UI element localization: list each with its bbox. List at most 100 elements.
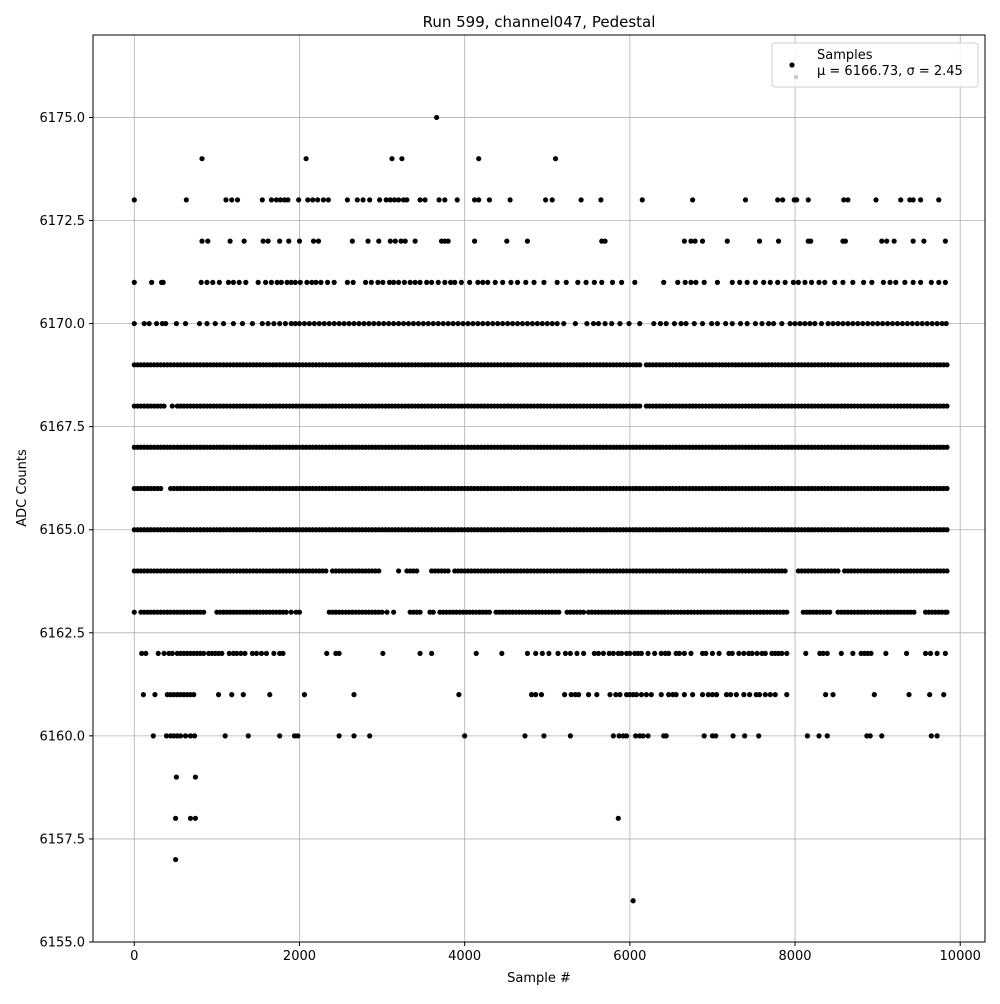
data-point <box>804 733 811 739</box>
data-point <box>183 197 189 203</box>
data-point <box>391 609 397 615</box>
x-tick-label: 0 <box>130 949 138 964</box>
y-tick-label: 6167.5 <box>40 420 86 435</box>
data-point <box>766 320 772 327</box>
data-point <box>321 320 327 327</box>
data-point <box>201 650 207 657</box>
data-point <box>562 650 569 657</box>
data-point <box>242 650 248 657</box>
data-point <box>273 197 279 203</box>
data-point <box>309 279 315 285</box>
data-point <box>417 279 423 285</box>
y-tick-label: 6170.0 <box>40 317 86 332</box>
data-point <box>797 320 803 327</box>
data-point <box>607 692 613 698</box>
data-point <box>906 692 912 698</box>
data-point <box>263 650 270 657</box>
data-point <box>395 320 402 327</box>
data-point <box>572 320 578 327</box>
x-tick-label: 6000 <box>613 949 646 964</box>
data-point <box>812 320 818 327</box>
data-point <box>425 320 431 327</box>
data-point <box>230 279 237 285</box>
data-point <box>376 238 382 244</box>
data-point <box>351 692 357 698</box>
data-point <box>942 279 948 285</box>
data-point <box>507 197 513 203</box>
data-point <box>676 650 683 657</box>
data-point <box>141 320 147 327</box>
data-point <box>351 320 357 327</box>
data-point <box>258 650 265 657</box>
data-point <box>744 279 750 285</box>
data-point <box>220 320 227 327</box>
data-point <box>639 197 645 203</box>
data-point <box>808 279 815 285</box>
data-point <box>277 733 283 739</box>
data-point <box>618 279 625 285</box>
data-point <box>284 279 290 285</box>
data-point <box>424 279 430 285</box>
data-point <box>865 320 871 327</box>
y-tick-label: 6165.0 <box>40 523 86 538</box>
data-point <box>568 692 574 698</box>
data-point <box>316 320 322 327</box>
data-point <box>780 197 786 203</box>
data-point <box>440 320 446 327</box>
data-point <box>473 650 479 657</box>
data-point <box>259 320 265 327</box>
data-point <box>455 320 461 327</box>
data-point <box>336 650 342 657</box>
data-point <box>944 609 950 615</box>
data-point <box>392 238 398 244</box>
data-point <box>688 238 694 244</box>
data-point <box>282 320 289 327</box>
data-point <box>561 320 567 327</box>
data-point <box>563 279 569 285</box>
data-point <box>499 650 505 657</box>
data-point <box>268 279 274 285</box>
data-point <box>435 279 441 285</box>
data-point <box>490 320 496 327</box>
data-point <box>767 692 773 698</box>
data-point <box>657 320 664 327</box>
data-point <box>623 733 630 739</box>
data-point <box>928 733 934 739</box>
data-point <box>825 320 831 327</box>
data-point <box>554 320 560 327</box>
data-point <box>627 650 633 657</box>
data-point <box>310 197 316 203</box>
data-point <box>395 568 402 574</box>
data-point <box>306 320 312 327</box>
data-point <box>163 733 170 739</box>
data-point <box>767 279 773 285</box>
data-point <box>480 279 486 285</box>
data-point <box>391 320 397 327</box>
data-point <box>891 238 897 244</box>
data-point <box>285 197 291 203</box>
data-point <box>173 774 180 780</box>
data-point <box>830 692 836 698</box>
data-point <box>917 279 924 285</box>
data-point <box>692 238 698 244</box>
data-point <box>143 650 149 657</box>
data-point <box>682 279 688 285</box>
data-point <box>505 320 511 327</box>
data-point <box>879 733 885 739</box>
data-point <box>613 692 619 698</box>
legend-stats-marker <box>793 74 799 80</box>
data-point <box>924 320 930 327</box>
data-point <box>803 650 809 657</box>
data-point <box>538 692 545 698</box>
data-point <box>341 320 347 327</box>
data-point <box>730 733 736 739</box>
data-point <box>267 692 273 698</box>
data-point <box>818 320 825 327</box>
data-point <box>850 320 856 327</box>
data-point <box>554 279 560 285</box>
data-point <box>867 733 873 739</box>
data-point <box>574 650 580 657</box>
data-point <box>762 650 768 657</box>
data-point <box>169 650 175 657</box>
data-point <box>351 733 357 739</box>
